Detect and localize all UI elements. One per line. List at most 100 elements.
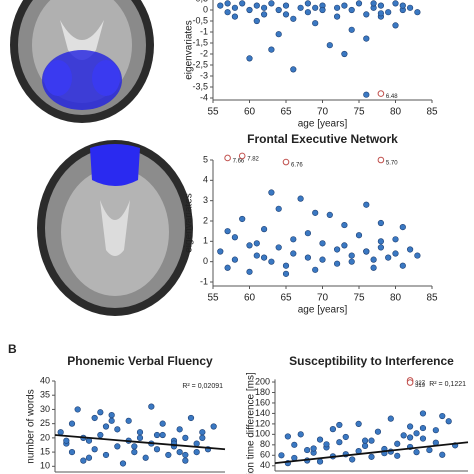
point <box>142 454 149 461</box>
brain-axial-top <box>10 0 154 123</box>
point <box>385 254 392 261</box>
point <box>419 410 427 417</box>
point <box>182 457 189 464</box>
point <box>282 2 290 9</box>
point <box>97 431 104 439</box>
point <box>394 452 401 459</box>
x-tick-label: 70 <box>317 293 329 304</box>
y-tick-label: 25 <box>40 418 50 428</box>
outlier-point <box>377 90 385 97</box>
x-axis-label: age [years] <box>298 119 348 130</box>
outlier-point <box>238 152 246 160</box>
point <box>224 0 231 7</box>
point <box>368 453 375 460</box>
point <box>239 0 246 7</box>
point <box>224 9 231 16</box>
point <box>392 250 399 257</box>
point <box>413 430 420 437</box>
point <box>268 46 275 53</box>
y-tick-label: -2 <box>200 48 208 58</box>
y-tick-label: 180 <box>255 387 270 397</box>
y-tick-label: 4 <box>203 175 208 185</box>
point <box>348 6 355 14</box>
point <box>399 224 406 231</box>
panel-label: B <box>8 342 17 356</box>
point <box>239 215 246 223</box>
y-tick-label: 1 <box>203 236 208 246</box>
point <box>377 2 385 9</box>
point <box>131 448 138 456</box>
point <box>290 250 297 257</box>
y-tick-label: 30 <box>40 404 50 414</box>
point <box>319 6 326 14</box>
point <box>165 451 172 459</box>
x-tick-label: 85 <box>426 107 438 118</box>
point <box>63 437 70 444</box>
point <box>326 42 333 49</box>
point <box>414 9 421 16</box>
y-tick-label: 140 <box>255 408 270 418</box>
point <box>97 409 104 416</box>
y-tick-label: -3 <box>200 70 208 80</box>
x-tick-label: 85 <box>426 293 438 304</box>
point <box>439 412 446 420</box>
point <box>199 429 206 436</box>
point <box>407 4 414 11</box>
y-tick-label: 35 <box>40 390 50 400</box>
y-tick-label: 15 <box>40 446 50 456</box>
y-tick-label: 5 <box>203 154 208 164</box>
point <box>407 434 414 441</box>
point <box>304 446 311 454</box>
point <box>355 232 363 239</box>
point <box>348 252 355 259</box>
outlier-label: 319 <box>415 383 426 389</box>
point <box>91 446 98 453</box>
outlier-label: 6.48 <box>386 94 398 100</box>
point <box>102 423 110 430</box>
point <box>400 432 407 439</box>
point <box>102 451 110 459</box>
y-tick-label: 100 <box>255 429 270 439</box>
point <box>392 236 399 243</box>
point <box>217 2 224 9</box>
point <box>316 436 324 443</box>
y-tick-label: 3 <box>203 195 208 205</box>
outlier-point <box>406 379 414 386</box>
x-axis-label: age [years] <box>298 305 348 316</box>
point <box>336 421 343 429</box>
point <box>176 426 183 433</box>
point <box>329 426 337 433</box>
point <box>131 443 138 450</box>
y-tick-label: -1,5 <box>192 37 208 47</box>
point <box>439 451 446 458</box>
y-tick-label: 160 <box>255 397 270 407</box>
point <box>217 248 224 255</box>
point <box>182 451 189 459</box>
trend-line <box>274 441 469 465</box>
point <box>253 240 260 247</box>
point <box>432 427 439 434</box>
x-tick-label: 60 <box>244 107 256 118</box>
x-tick-label: 75 <box>353 107 365 118</box>
point <box>199 434 206 441</box>
point <box>310 445 317 452</box>
outlier-point <box>282 158 290 166</box>
outlier-point <box>377 156 385 164</box>
point <box>159 420 166 427</box>
chart-title: Frontal Executive Network <box>247 132 398 146</box>
y-tick-label: 2 <box>203 215 208 225</box>
point <box>392 22 399 29</box>
point <box>261 4 268 11</box>
y-tick-label: 80 <box>260 439 270 449</box>
point <box>355 0 363 7</box>
point <box>419 424 427 432</box>
point <box>399 262 406 269</box>
point <box>312 266 319 273</box>
point <box>284 433 291 440</box>
y-tick-label: 0,5 <box>195 0 208 3</box>
point <box>261 11 268 18</box>
y-tick-label: -1 <box>200 276 208 286</box>
point <box>334 13 341 20</box>
point <box>348 258 355 265</box>
point <box>231 13 238 20</box>
